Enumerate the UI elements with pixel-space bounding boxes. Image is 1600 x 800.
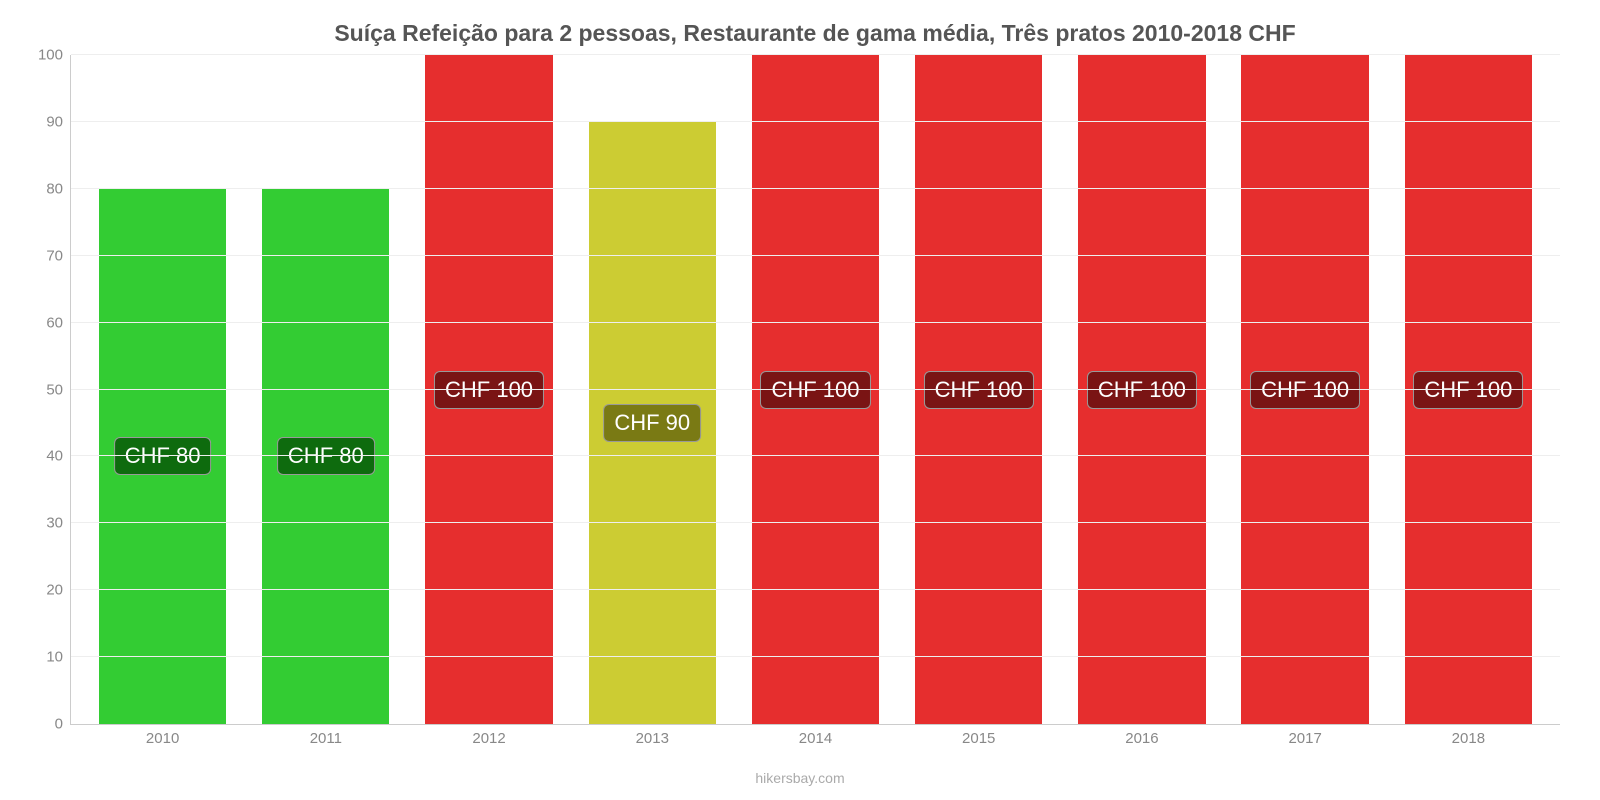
x-tick-label: 2018	[1387, 730, 1550, 747]
bar-value-label: CHF 80	[114, 437, 212, 475]
x-tick-label: 2015	[897, 730, 1060, 747]
x-tick-label: 2011	[244, 730, 407, 747]
gridline	[71, 589, 1560, 590]
bar-slot: CHF 80	[244, 55, 407, 724]
bar-value-label: CHF 100	[1250, 371, 1360, 409]
bar: CHF 100	[1241, 55, 1368, 724]
y-tick-label: 80	[46, 180, 71, 197]
y-tick-label: 30	[46, 515, 71, 532]
gridline	[71, 522, 1560, 523]
bar-value-label: CHF 100	[1087, 371, 1197, 409]
bar-slot: CHF 90	[571, 55, 734, 724]
gridline	[71, 121, 1560, 122]
bar-slot: CHF 100	[734, 55, 897, 724]
plot-area: CHF 80 CHF 80 CHF 100 CHF 90 CHF 100 CHF 100 C…	[70, 55, 1560, 725]
bar-value-label: CHF 90	[603, 404, 701, 442]
y-tick-label: 20	[46, 582, 71, 599]
bar-slot: CHF 100	[407, 55, 570, 724]
chart-container: Suíça Refeição para 2 pessoas, Restauran…	[0, 0, 1600, 800]
y-tick-label: 10	[46, 649, 71, 666]
y-tick-label: 50	[46, 381, 71, 398]
x-axis-labels: 201020112012201320142015201620172018	[71, 724, 1560, 747]
bar: CHF 80	[99, 189, 226, 724]
gridline	[71, 255, 1560, 256]
bar: CHF 100	[915, 55, 1042, 724]
bar-value-label: CHF 100	[924, 371, 1034, 409]
chart-title: Suíça Refeição para 2 pessoas, Restauran…	[70, 20, 1560, 47]
y-tick-label: 60	[46, 314, 71, 331]
attribution-text: hikersbay.com	[755, 770, 844, 786]
y-tick-label: 70	[46, 247, 71, 264]
bar-value-label: CHF 100	[760, 371, 870, 409]
gridline	[71, 389, 1560, 390]
gridline	[71, 54, 1560, 55]
y-tick-label: 40	[46, 448, 71, 465]
y-tick-label: 0	[55, 716, 71, 733]
bar: CHF 100	[1405, 55, 1532, 724]
y-tick-label: 100	[38, 47, 71, 64]
gridline	[71, 188, 1560, 189]
gridline	[71, 455, 1560, 456]
bar: CHF 80	[262, 189, 389, 724]
bar: CHF 100	[1078, 55, 1205, 724]
gridline	[71, 656, 1560, 657]
bar-slot: CHF 100	[897, 55, 1060, 724]
bar-slot: CHF 100	[1060, 55, 1223, 724]
bar-slot: CHF 80	[81, 55, 244, 724]
bar-value-label: CHF 100	[1413, 371, 1523, 409]
bar-value-label: CHF 80	[277, 437, 375, 475]
bar: CHF 100	[752, 55, 879, 724]
bar-slot: CHF 100	[1387, 55, 1550, 724]
bar: CHF 90	[589, 122, 716, 724]
gridline	[71, 322, 1560, 323]
x-tick-label: 2014	[734, 730, 897, 747]
x-tick-label: 2016	[1060, 730, 1223, 747]
x-tick-label: 2012	[407, 730, 570, 747]
bar-value-label: CHF 100	[434, 371, 544, 409]
x-tick-label: 2013	[571, 730, 734, 747]
x-tick-label: 2010	[81, 730, 244, 747]
y-tick-label: 90	[46, 113, 71, 130]
bar-slot: CHF 100	[1224, 55, 1387, 724]
bars-row: CHF 80 CHF 80 CHF 100 CHF 90 CHF 100 CHF 100 C…	[71, 55, 1560, 724]
bar: CHF 100	[425, 55, 552, 724]
x-tick-label: 2017	[1224, 730, 1387, 747]
